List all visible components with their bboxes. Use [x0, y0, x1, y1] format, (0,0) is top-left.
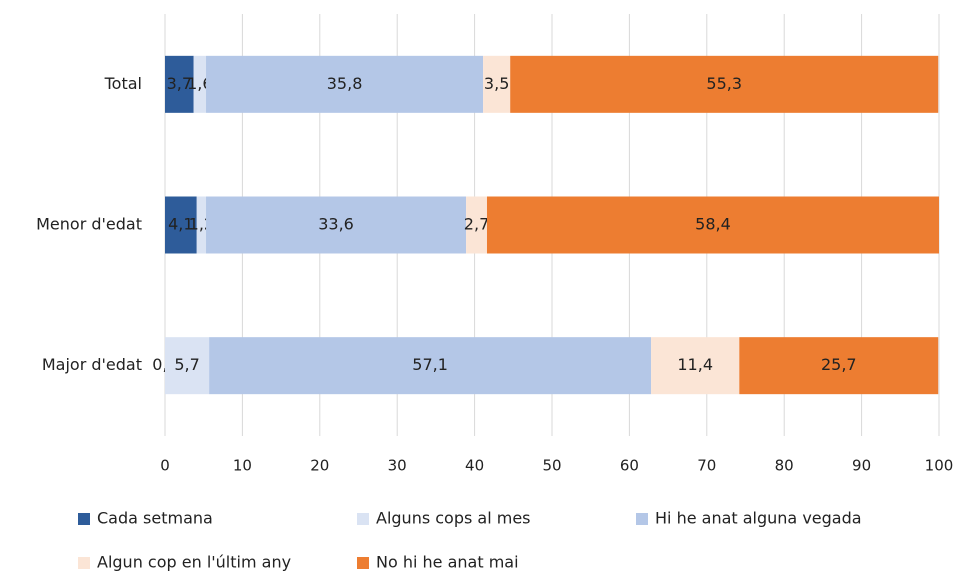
bar-segment: [209, 337, 652, 395]
y-tick-label: Menor d'edat: [36, 215, 142, 234]
x-tick-label: 60: [620, 457, 639, 475]
legend-label: Algun cop en l'últim any: [97, 553, 291, 572]
data-label: 25,7: [821, 355, 857, 374]
legend-label: Alguns cops al mes: [376, 509, 531, 528]
data-label: 55,3: [706, 74, 742, 93]
data-label: 4,1: [168, 215, 193, 234]
x-tick-label: 80: [775, 457, 794, 475]
x-tick-label: 50: [542, 457, 561, 475]
data-label: 58,4: [695, 215, 731, 234]
legend-label: Cada setmana: [97, 509, 213, 528]
data-label: 11,4: [677, 355, 713, 374]
x-tick-label: 30: [388, 457, 407, 475]
x-tick-label: 10: [233, 457, 252, 475]
legend-label: No hi he anat mai: [376, 553, 519, 572]
bar-segment: [510, 55, 939, 113]
bar-segment: [165, 55, 194, 113]
bar-segment: [206, 196, 467, 254]
x-tick-label: 70: [697, 457, 716, 475]
bar-segment: [193, 55, 207, 113]
data-label: 2,7: [464, 215, 489, 234]
data-label: 3,5: [484, 74, 509, 93]
data-label: 57,1: [412, 355, 448, 374]
legend-swatch: [357, 513, 369, 525]
bar-segment: [196, 196, 207, 254]
x-tick-label: 90: [852, 457, 871, 475]
bar-segment: [483, 55, 511, 113]
data-label: 5,7: [174, 355, 199, 374]
legend-swatch: [357, 557, 369, 569]
bar-segment: [165, 337, 210, 395]
data-label: 33,6: [318, 215, 354, 234]
bar-segment: [739, 337, 939, 395]
legend-swatch: [78, 513, 90, 525]
bar-segment: [206, 55, 484, 113]
x-tick-label: 0: [160, 457, 170, 475]
bar-segment: [651, 337, 740, 395]
bar-segment: [165, 196, 197, 254]
legend-swatch: [636, 513, 648, 525]
x-tick-label: 20: [310, 457, 329, 475]
x-tick-label: 100: [925, 457, 954, 475]
data-label: 35,8: [327, 74, 363, 93]
y-tick-label: Major d'edat: [42, 355, 142, 374]
bar-segment: [466, 196, 487, 254]
y-tick-label: Total: [104, 74, 142, 93]
data-label: 3,7: [167, 74, 192, 93]
legend-label: Hi he anat alguna vegada: [655, 509, 862, 528]
bar-segment: [486, 196, 939, 254]
legend-swatch: [78, 557, 90, 569]
x-tick-label: 40: [465, 457, 484, 475]
